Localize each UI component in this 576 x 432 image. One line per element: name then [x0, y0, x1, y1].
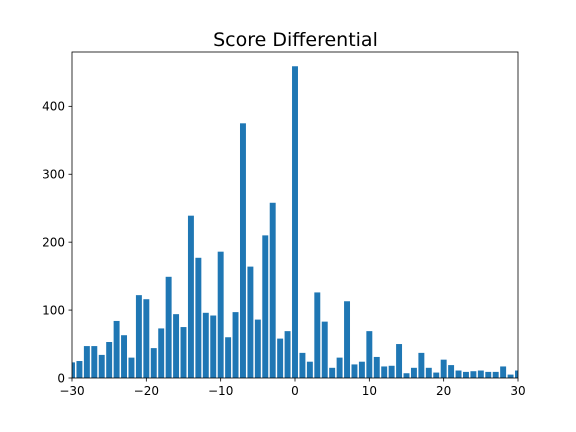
bars-group	[72, 66, 518, 378]
bar-23	[462, 371, 469, 378]
bar-2	[306, 361, 313, 378]
x-tick-label: 10	[362, 384, 377, 398]
bar-neg9	[225, 337, 232, 378]
bar-24	[470, 371, 477, 378]
bar-neg10	[217, 251, 224, 378]
y-tick-label: 200	[42, 235, 65, 249]
bar-neg19	[150, 348, 157, 378]
bar-14	[396, 344, 403, 378]
bar-neg17	[165, 276, 172, 378]
bar-22	[455, 370, 462, 378]
bar-neg24	[113, 320, 120, 378]
bar-28	[500, 366, 507, 378]
chart-title: Score Differential	[213, 29, 378, 51]
bar-5	[329, 367, 336, 378]
bar-neg20	[143, 299, 150, 378]
bar-7	[344, 301, 351, 378]
x-tick-label: −30	[59, 384, 84, 398]
bar-neg21	[135, 295, 142, 378]
bar-8	[351, 364, 358, 378]
bar-neg14	[187, 215, 194, 378]
x-tick-label: 20	[436, 384, 451, 398]
bar-16	[410, 367, 417, 378]
bar-neg5	[254, 319, 261, 378]
bar-neg12	[202, 312, 209, 378]
bar-neg6	[247, 266, 254, 378]
bar-13	[388, 365, 395, 378]
bar-26	[485, 371, 492, 378]
bar-neg13	[195, 257, 202, 378]
bar-neg22	[128, 357, 135, 378]
bar-neg27	[91, 346, 98, 378]
bar-neg16	[173, 314, 180, 378]
bar-10	[366, 331, 373, 378]
bar-neg25	[106, 342, 113, 378]
bar-neg3	[269, 202, 276, 378]
bar-9	[358, 361, 365, 378]
bar-6	[336, 357, 343, 378]
bar-0	[292, 66, 298, 378]
bar-25	[477, 370, 484, 378]
x-tick-label: −20	[134, 384, 159, 398]
bar-29	[507, 374, 514, 378]
bar-19	[433, 372, 440, 378]
x-tick-label: 30	[510, 384, 525, 398]
y-tick-label: 100	[42, 303, 65, 317]
bar-neg15	[180, 327, 187, 378]
bar-15	[403, 373, 410, 378]
bar-neg26	[98, 354, 105, 378]
bar-21	[448, 365, 455, 378]
bar-20	[440, 359, 447, 378]
bar-neg4	[262, 235, 269, 378]
bar-neg8	[232, 312, 239, 378]
x-tick-label: 0	[291, 384, 299, 398]
bar-11	[373, 356, 380, 378]
y-tick-label: 400	[42, 100, 65, 114]
bar-12	[381, 366, 388, 378]
bar-neg28	[83, 346, 90, 378]
bar-18	[425, 367, 432, 378]
bar-17	[418, 352, 425, 378]
bar-neg11	[210, 315, 217, 378]
bar-neg2	[277, 338, 284, 378]
y-tick-label: 300	[42, 168, 65, 182]
bar-3	[314, 292, 321, 378]
bar-4	[321, 321, 328, 378]
y-tick-label: 0	[57, 371, 65, 385]
bar-neg29	[76, 361, 83, 378]
bar-neg7	[239, 123, 246, 378]
bar-27	[492, 371, 499, 378]
bar-neg23	[121, 335, 128, 378]
bar-neg18	[158, 328, 165, 378]
bar-neg30	[72, 362, 75, 378]
x-tick-label: −10	[208, 384, 233, 398]
bar-30	[515, 370, 518, 378]
bar-neg1	[284, 331, 291, 378]
bar-1	[299, 352, 306, 378]
